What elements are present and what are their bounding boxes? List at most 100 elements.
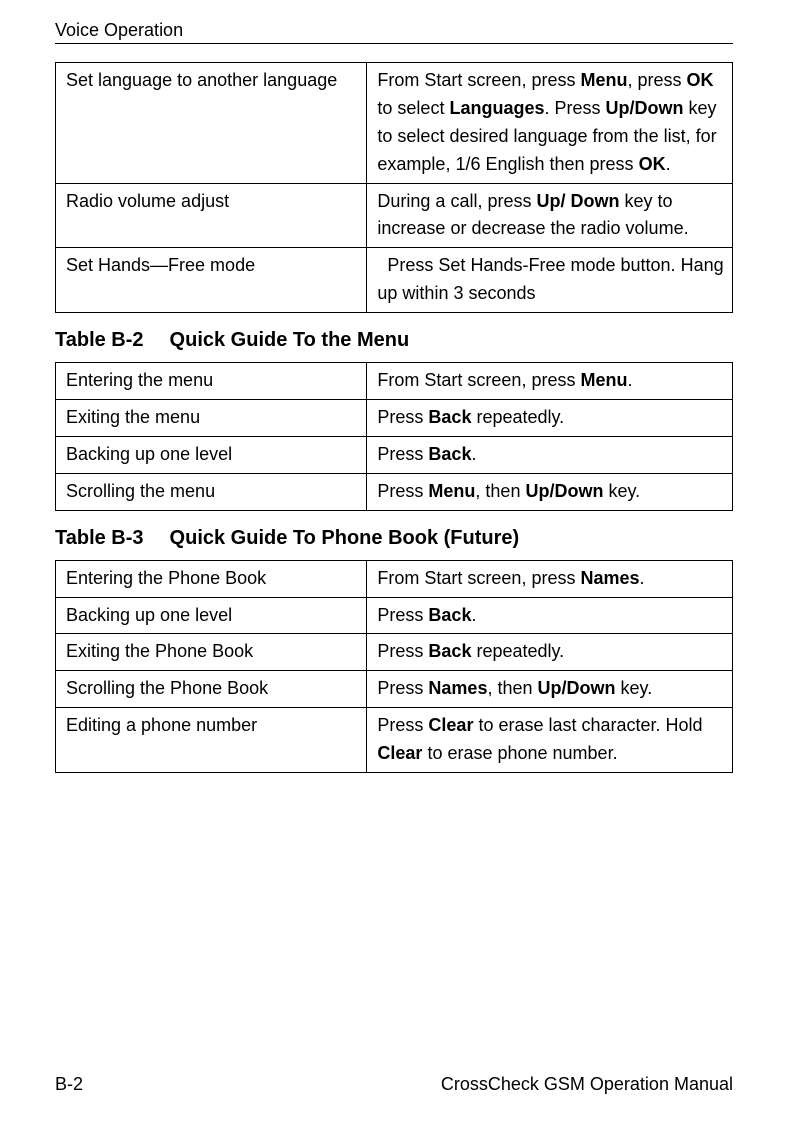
table-row: Backing up one levelPress Back. xyxy=(56,597,733,634)
table-cell-right: From Start screen, press Menu. xyxy=(367,363,733,400)
table-cell-left: Set Hands—Free mode xyxy=(56,248,367,313)
footer-right: CrossCheck GSM Operation Manual xyxy=(441,1074,733,1095)
bold-text: OK xyxy=(639,154,666,174)
table-row: Scrolling the menuPress Menu, then Up/Do… xyxy=(56,473,733,510)
table-cell-right: During a call, press Up/ Down key to inc… xyxy=(367,183,733,248)
text: , press xyxy=(627,70,686,90)
text: , then xyxy=(475,481,525,501)
table-cell-left: Set language to another language xyxy=(56,63,367,184)
table-row: Radio volume adjustDuring a call, press … xyxy=(56,183,733,248)
table-b3-body: Entering the Phone BookFrom Start screen… xyxy=(56,560,733,772)
table-b1: Set language to another languageFrom Sta… xyxy=(55,62,733,313)
table-cell-right: From Start screen, press Names. xyxy=(367,560,733,597)
table-cell-right: Press Menu, then Up/Down key. xyxy=(367,473,733,510)
bold-text: Up/Down xyxy=(538,678,616,698)
header-rule xyxy=(55,43,733,44)
table-row: Entering the Phone BookFrom Start screen… xyxy=(56,560,733,597)
bold-text: Back xyxy=(428,444,471,464)
text: key. xyxy=(616,678,653,698)
text: to erase last character. Hold xyxy=(473,715,702,735)
caption-b2-label: Table B-2 xyxy=(55,329,144,352)
text: . xyxy=(640,568,645,588)
table-cell-right: From Start screen, press Menu, press OK … xyxy=(367,63,733,184)
table-b2: Entering the menuFrom Start screen, pres… xyxy=(55,362,733,511)
caption-b2-title: Quick Guide To the Menu xyxy=(170,329,410,351)
text: . Press xyxy=(544,98,605,118)
bold-text: Names xyxy=(428,678,487,698)
page-header: Voice Operation xyxy=(55,20,733,41)
table-row: Exiting the Phone BookPress Back repeate… xyxy=(56,634,733,671)
table-b2-body: Entering the menuFrom Start screen, pres… xyxy=(56,363,733,511)
text: Press xyxy=(377,641,428,661)
bold-text: Up/Down xyxy=(525,481,603,501)
text: Press xyxy=(377,444,428,464)
table-b1-body: Set language to another languageFrom Sta… xyxy=(56,63,733,313)
table-cell-right: Press Back repeatedly. xyxy=(367,400,733,437)
caption-b3-title: Quick Guide To Phone Book (Future) xyxy=(170,527,520,549)
caption-b2: Table B-2 Quick Guide To the Menu xyxy=(55,329,733,352)
table-row: Editing a phone numberPress Clear to era… xyxy=(56,708,733,773)
text: Press xyxy=(377,715,428,735)
text: From Start screen, press xyxy=(377,568,580,588)
table-row: Backing up one levelPress Back. xyxy=(56,436,733,473)
text: . xyxy=(627,370,632,390)
text: . xyxy=(471,605,476,625)
bold-text: Menu xyxy=(580,70,627,90)
table-cell-left: Exiting the Phone Book xyxy=(56,634,367,671)
bold-text: Back xyxy=(428,407,471,427)
text: to select xyxy=(377,98,449,118)
table-cell-left: Radio volume adjust xyxy=(56,183,367,248)
table-cell-right: Press Clear to erase last character. Hol… xyxy=(367,708,733,773)
bold-text: Menu xyxy=(428,481,475,501)
bold-text: Up/ Down xyxy=(536,191,619,211)
table-cell-left: Entering the menu xyxy=(56,363,367,400)
table-row: Set language to another languageFrom Sta… xyxy=(56,63,733,184)
table-cell-left: Backing up one level xyxy=(56,597,367,634)
footer-left: B-2 xyxy=(55,1074,83,1095)
table-row: Exiting the menuPress Back repeatedly. xyxy=(56,400,733,437)
page-footer: B-2 CrossCheck GSM Operation Manual xyxy=(55,1074,733,1095)
table-cell-left: Entering the Phone Book xyxy=(56,560,367,597)
text: key. xyxy=(603,481,640,501)
text: repeatedly. xyxy=(471,407,564,427)
table-row: Entering the menuFrom Start screen, pres… xyxy=(56,363,733,400)
table-cell-right: Press Back repeatedly. xyxy=(367,634,733,671)
table-cell-right: Press Back. xyxy=(367,436,733,473)
table-cell-left: Scrolling the menu xyxy=(56,473,367,510)
text: From Start screen, press xyxy=(377,70,580,90)
table-row: Set Hands—Free mode Press Set Hands-Free… xyxy=(56,248,733,313)
table-cell-left: Backing up one level xyxy=(56,436,367,473)
page: Voice Operation Set language to another … xyxy=(0,0,788,1125)
text: Press xyxy=(377,407,428,427)
bold-text: Clear xyxy=(428,715,473,735)
text: , then xyxy=(487,678,537,698)
table-cell-left: Editing a phone number xyxy=(56,708,367,773)
bold-text: Clear xyxy=(377,743,422,763)
table-cell-left: Exiting the menu xyxy=(56,400,367,437)
text: Press Set Hands-Free mode xyxy=(377,255,615,275)
bold-text: Back xyxy=(428,641,471,661)
table-cell-left: Scrolling the Phone Book xyxy=(56,671,367,708)
text: Press xyxy=(377,678,428,698)
caption-b3-label: Table B-3 xyxy=(55,527,144,550)
text: During a call, press xyxy=(377,191,536,211)
bold-text: Up/Down xyxy=(606,98,684,118)
table-b3: Entering the Phone BookFrom Start screen… xyxy=(55,560,733,773)
text: From Start screen, press xyxy=(377,370,580,390)
text: repeatedly. xyxy=(471,641,564,661)
text: to erase phone number. xyxy=(422,743,617,763)
table-cell-right: Press Back. xyxy=(367,597,733,634)
table-cell-right: Press Set Hands-Free mode button. Hang u… xyxy=(367,248,733,313)
table-cell-right: Press Names, then Up/Down key. xyxy=(367,671,733,708)
text: Press xyxy=(377,605,428,625)
bold-text: Languages xyxy=(449,98,544,118)
caption-b3: Table B-3 Quick Guide To Phone Book (Futu… xyxy=(55,527,733,550)
bold-text: OK xyxy=(687,70,714,90)
text: . xyxy=(666,154,671,174)
text: . xyxy=(471,444,476,464)
bold-text: Back xyxy=(428,605,471,625)
bold-text: Names xyxy=(580,568,639,588)
table-row: Scrolling the Phone BookPress Names, the… xyxy=(56,671,733,708)
bold-text: Menu xyxy=(580,370,627,390)
text: Press xyxy=(377,481,428,501)
